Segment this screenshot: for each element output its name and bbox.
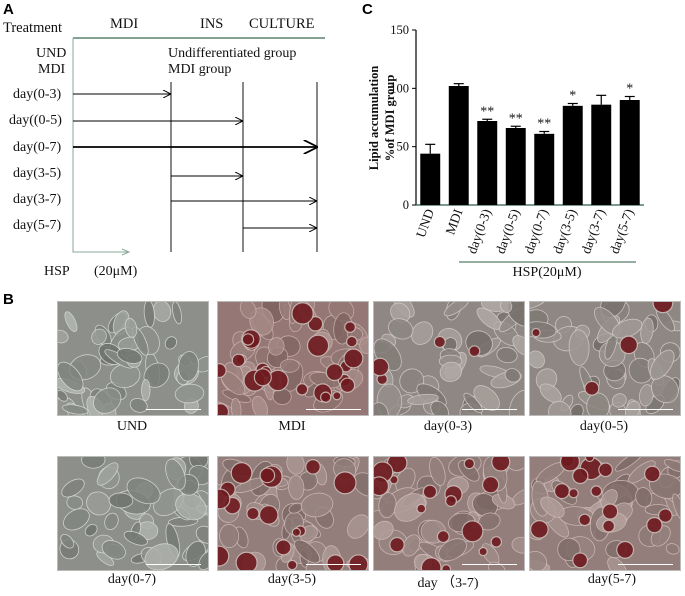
bar [448, 86, 469, 205]
scale-bar [146, 409, 201, 410]
panel-letter-b: B [3, 291, 14, 308]
hsp-legend-arrowhead [121, 248, 131, 256]
scale-bar [306, 409, 361, 410]
bar [477, 121, 498, 205]
micrograph-caption: day （3-7) [417, 576, 479, 591]
bar [619, 100, 640, 205]
hsp-dose: (20μM) [94, 264, 138, 279]
row-label-day3-7: day(3-7) [13, 192, 62, 207]
micrograph-image [218, 457, 368, 570]
micrograph-tile [217, 301, 369, 416]
hsp-group-label: HSP(20μM) [513, 265, 582, 280]
micrograph-image [530, 457, 680, 570]
micrograph-caption: day(3-5) [267, 572, 317, 587]
scale-bar [146, 564, 201, 565]
hsp-label: HSP [44, 264, 70, 279]
group-note-und: Undifferentiated group [168, 46, 296, 61]
micrograph-caption: day(0-3) [423, 419, 473, 434]
significance-marker: ** [480, 104, 494, 119]
x-tick-label: day(0-3) [464, 207, 494, 256]
scale-bar [462, 409, 517, 410]
lipid-accumulation-chart: Lipid accumulation %of MDI group 0 50 100 1… [367, 23, 644, 280]
row-label-day5-7: day(5-7) [13, 218, 62, 233]
micrograph-caption: UND [116, 419, 148, 434]
scale-bar [462, 564, 517, 565]
scale-bar [306, 564, 361, 565]
y-axis-label-line2: %of MDI group [383, 75, 397, 162]
micrograph-tile [217, 456, 369, 571]
significance-marker: ** [509, 111, 523, 126]
micrograph-tile [57, 301, 209, 416]
micrograph-caption: day(0-7) [107, 572, 157, 587]
group-note-mdi: MDI group [168, 62, 231, 77]
micrograph-caption: day(0-5) [579, 419, 629, 434]
bar [591, 104, 612, 205]
bar [562, 105, 583, 205]
culture-header: CULTURE [249, 16, 315, 32]
y-tick-label: 150 [390, 23, 409, 37]
significance-marker: ** [537, 117, 551, 132]
ins-header: INS [200, 16, 223, 32]
micrograph-tile [57, 456, 209, 571]
micrograph-tile [529, 301, 681, 416]
y-axis-label-line1: Lipid accumulation [367, 66, 381, 171]
micrograph-tile [373, 301, 525, 416]
row-label-day0-5: day((0-5) [9, 113, 62, 128]
micrograph-image [58, 302, 208, 415]
micrograph-image [530, 302, 680, 415]
panel-letter-c: C [362, 1, 373, 18]
row-label-day3-5: day(3-5) [13, 166, 62, 181]
micrograph-image [374, 302, 524, 415]
treatment-schedule-diagram: Treatment MDI INS CULTURE UND MDI Undiff… [3, 16, 325, 279]
row-label-und: UND [36, 46, 66, 61]
micrograph-caption: day(5-7) [587, 572, 637, 587]
bar [505, 128, 526, 205]
y-tick-label: 100 [390, 81, 409, 95]
micrograph-image [374, 457, 524, 570]
panel-letter-a: A [3, 1, 14, 18]
significance-marker: * [569, 89, 576, 104]
x-tick-label: day(3-5) [550, 207, 580, 256]
x-tick-label: day(0-7) [521, 207, 551, 256]
mdi-header: MDI [110, 16, 138, 32]
x-tick-label: UND [413, 207, 437, 240]
scale-bar [618, 564, 673, 565]
scale-bar [618, 409, 673, 410]
row-label-mdi: MDI [38, 62, 66, 77]
x-tick-label: day(3-7) [578, 207, 608, 256]
bar [420, 153, 441, 205]
hsp-legend-arrow [72, 240, 128, 253]
x-tick-label: day(0-5) [493, 207, 523, 256]
bar [534, 133, 555, 205]
micrograph-tile [373, 456, 525, 571]
micrograph-caption: MDI [278, 419, 306, 434]
x-tick-label: MDI [442, 206, 465, 236]
row-label-day0-3: day(0-3) [13, 87, 62, 102]
treatment-header: Treatment [3, 20, 62, 36]
y-tick-label: 0 [403, 198, 409, 212]
micrograph-image [58, 457, 208, 570]
micrograph-tile [529, 456, 681, 571]
row-label-day0-7: day(0-7) [13, 140, 62, 155]
y-tick-label: 50 [397, 140, 410, 154]
significance-marker: * [626, 82, 633, 97]
micrograph-image [218, 302, 368, 415]
x-tick-label: day(5-7) [607, 207, 637, 256]
